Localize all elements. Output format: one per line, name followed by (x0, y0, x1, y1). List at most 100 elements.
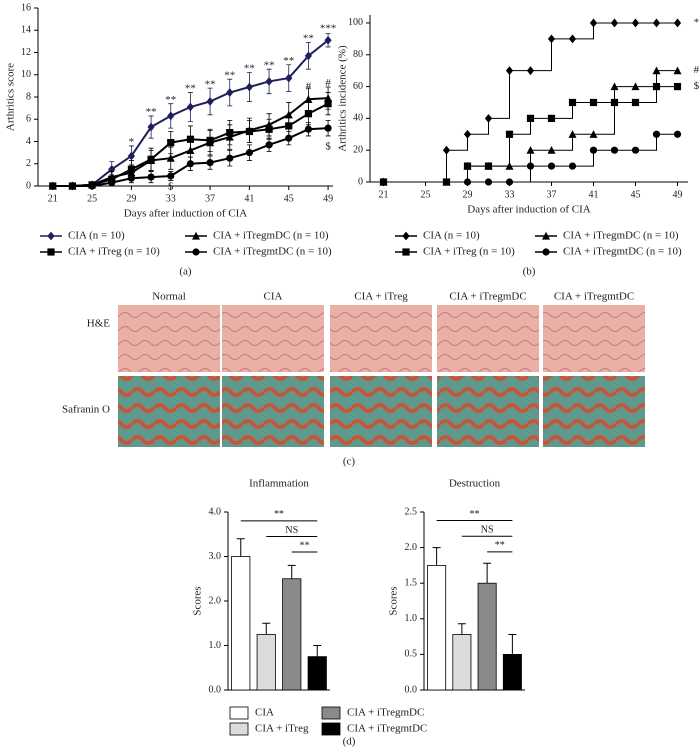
marker (379, 178, 388, 186)
series-line (383, 133, 678, 183)
y-tick-label: 0.0 (405, 684, 418, 695)
legend-marker (47, 231, 55, 241)
marker (673, 130, 682, 138)
histology-image (330, 305, 432, 372)
marker (107, 172, 116, 181)
bar (231, 556, 251, 691)
x-axis-label: Days after induction of CIA (124, 208, 247, 220)
x-tick-label: 45 (284, 193, 294, 204)
marker (108, 179, 116, 187)
y-axis-label: Scores (192, 586, 204, 615)
marker (484, 113, 493, 123)
marker (88, 182, 96, 190)
error-bar (508, 633, 517, 655)
legend-swatch (229, 706, 249, 720)
column-title: Normal (152, 291, 186, 303)
marker (265, 77, 273, 86)
y-tick-label: 0.5 (405, 649, 418, 660)
error-bar (236, 538, 245, 557)
legend-label: CIA + iTregmtDC (347, 723, 427, 735)
marker (568, 98, 577, 107)
column-title: CIA + iTregmDC (449, 291, 526, 303)
marker (167, 139, 175, 147)
x-tick-label: 21 (48, 193, 58, 204)
error-bar (457, 623, 466, 635)
row-label: H&E (87, 318, 111, 330)
marker (505, 66, 514, 76)
marker (68, 182, 77, 190)
annotation: * (129, 136, 135, 148)
y-tick-label: 0.0 (209, 684, 222, 695)
bracket-label: ** (470, 509, 480, 520)
y-tick-label: 2.0 (209, 595, 222, 606)
marker (547, 162, 556, 170)
bar (307, 656, 327, 691)
legend-label: CIA (n = 10) (68, 230, 125, 242)
error-bar (287, 564, 296, 579)
legend-label: CIA + iTregmDC (347, 707, 424, 719)
annotation: ** (205, 78, 216, 90)
bracket-label: ** (274, 509, 284, 520)
marker (568, 34, 577, 44)
marker (147, 156, 156, 165)
x-tick-label: 29 (126, 193, 136, 204)
legend-marker (542, 248, 550, 256)
y-tick-label: 10 (21, 69, 31, 80)
row-label: Safranin O (62, 404, 110, 416)
annotation: * (694, 16, 699, 28)
marker (186, 146, 195, 154)
y-axis-label: Arthritics incidence (%) (337, 45, 349, 152)
y-tick-label: 0 (26, 180, 31, 191)
y-tick-label: 4.0 (209, 506, 222, 517)
bar (477, 582, 497, 691)
bar (427, 565, 447, 691)
x-tick-label: 21 (379, 189, 389, 200)
marker (547, 34, 556, 44)
histology-image (118, 305, 220, 372)
annotation: ** (224, 69, 235, 81)
bracket-label: ** (495, 540, 505, 551)
error-bar (313, 645, 322, 657)
marker (547, 114, 556, 122)
x-tick-label: 33 (505, 189, 515, 200)
marker (127, 174, 136, 182)
legend-label: CIA + iTreg (255, 723, 309, 735)
legend-swatch (321, 706, 341, 720)
legend-marker (542, 231, 550, 240)
marker (484, 161, 493, 170)
y-tick-label: 60 (353, 81, 363, 92)
legend-label: CIA + iTregmDC (n = 10) (563, 230, 679, 242)
marker (226, 154, 234, 162)
marker (589, 98, 598, 107)
marker (167, 111, 175, 121)
marker (285, 73, 293, 83)
marker (442, 178, 451, 186)
histology-image (330, 376, 432, 447)
column-title: CIA + iTregmtDC (554, 291, 634, 303)
y-axis-label: Arthritics score (5, 63, 17, 131)
marker (526, 145, 535, 154)
marker (167, 172, 175, 180)
marker (484, 178, 493, 186)
y-tick-label: 6 (26, 114, 31, 125)
bracket-label: ** (300, 540, 310, 551)
marker (589, 130, 598, 138)
annotation: $ (325, 141, 331, 153)
legend-label: CIA + iTreg (n = 10) (68, 246, 160, 258)
marker (631, 82, 640, 91)
marker (631, 18, 640, 28)
annotation: # (306, 81, 312, 93)
marker (284, 110, 293, 119)
marker (324, 35, 332, 45)
marker (127, 168, 136, 177)
histology-image (543, 376, 645, 447)
x-tick-label: 25 (87, 193, 97, 204)
annotation: ** (283, 55, 294, 67)
chart-title: Inflammation (249, 478, 309, 490)
bracket-label: NS (481, 525, 494, 536)
marker (463, 129, 472, 139)
annotation: ** (264, 59, 275, 71)
marker (324, 93, 333, 102)
marker (147, 122, 155, 132)
marker (505, 178, 514, 186)
